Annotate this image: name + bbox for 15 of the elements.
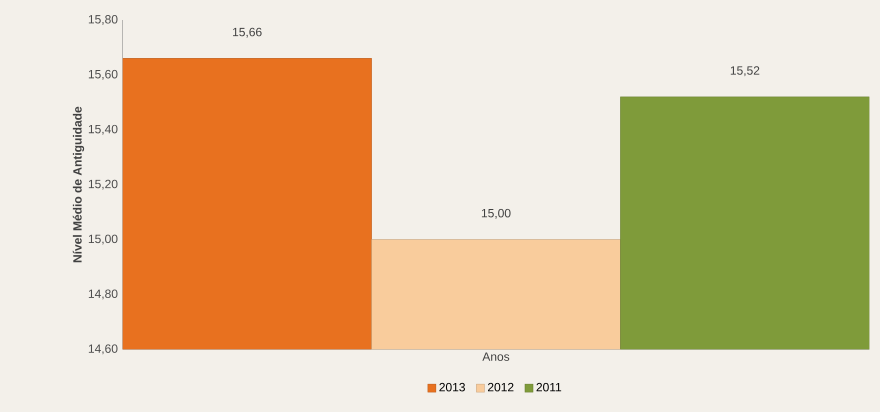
data-label: 15,52	[730, 66, 760, 76]
y-tick-label: 15,60	[88, 70, 118, 80]
x-axis-title: Anos	[482, 352, 510, 361]
y-tick-label: 15,00	[88, 234, 118, 245]
y-tick-label: 15,80	[88, 15, 118, 25]
y-tick-label: 14,60	[88, 344, 118, 354]
data-label: 15,00	[482, 208, 511, 219]
y-tick-label: 14,80	[88, 289, 118, 300]
y-axis-title: Nível Médio de Antiguidade	[72, 106, 84, 262]
y-tick-label: 15,40	[88, 124, 118, 135]
data-label: 15,66	[233, 28, 262, 38]
legend-label: 2011	[536, 382, 562, 392]
y-tick-label: 15,20	[88, 180, 118, 190]
legend-label: 2013	[439, 382, 465, 392]
legend-label: 2012	[488, 382, 514, 392]
